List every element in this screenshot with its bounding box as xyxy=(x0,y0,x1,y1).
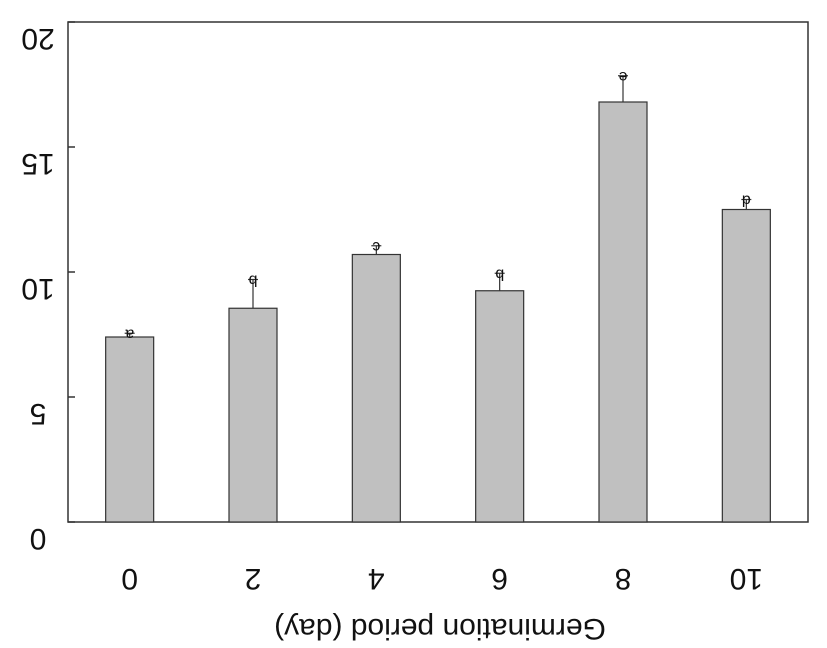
x-tick-label: 4 xyxy=(368,562,385,595)
y-tick-label: 20 xyxy=(21,22,54,55)
bar xyxy=(721,208,771,523)
x-tick-label: 8 xyxy=(615,562,632,595)
y-tick-label: 15 xyxy=(21,147,54,180)
significance-letter: e xyxy=(619,68,628,85)
bar xyxy=(475,290,525,523)
x-tick-label: 10 xyxy=(730,562,763,595)
bar xyxy=(351,253,401,523)
y-tick-label: 5 xyxy=(30,397,47,430)
bar xyxy=(228,307,278,523)
x-tick-label: 0 xyxy=(121,562,138,595)
x-tick-label: 6 xyxy=(491,562,508,595)
x-tick-label: 2 xyxy=(245,562,262,595)
significance-letter: b xyxy=(495,265,504,282)
y-axis: 0 5 10 15 20 xyxy=(21,21,75,555)
y-tick-label: 0 xyxy=(30,522,47,555)
significance-letter: d xyxy=(742,192,751,209)
significance-letter: b xyxy=(249,272,258,289)
bar xyxy=(105,336,155,523)
x-axis: 0 2 4 6 8 10 xyxy=(121,562,763,595)
x-axis-label: Germination period (day) xyxy=(274,612,606,645)
bar xyxy=(598,101,648,523)
bars-group: a b c b e d xyxy=(105,68,771,523)
plot-frame xyxy=(67,21,809,523)
significance-letter: c xyxy=(372,238,380,255)
significance-letter: a xyxy=(125,325,134,342)
y-tick-label: 10 xyxy=(21,272,54,305)
